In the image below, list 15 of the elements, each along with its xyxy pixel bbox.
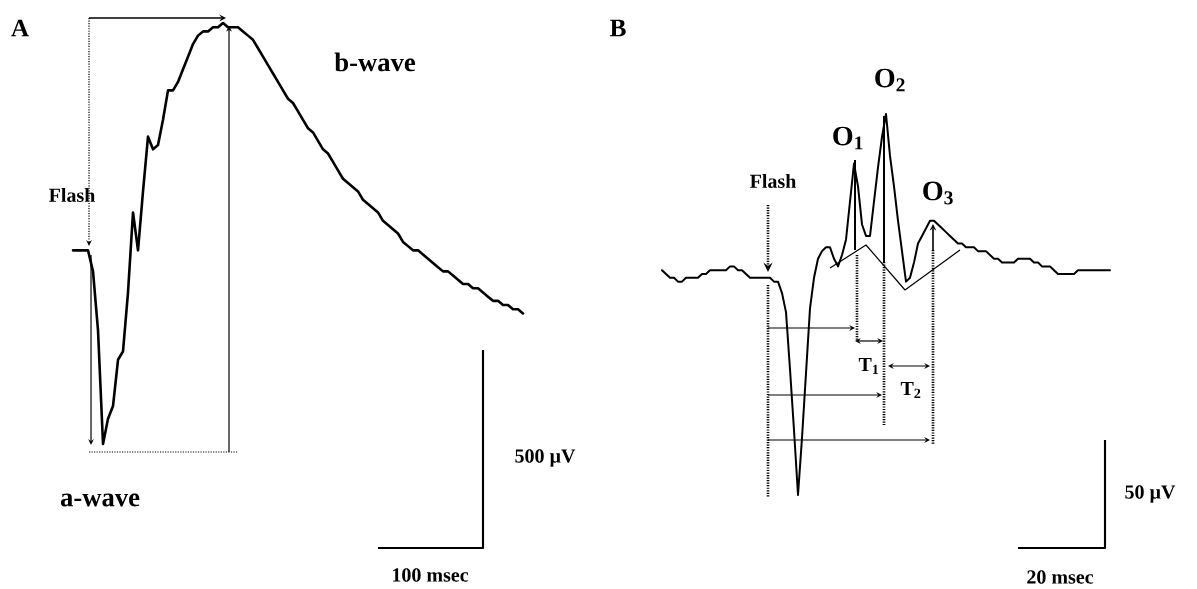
chart-title: A xyxy=(11,19,29,37)
annotation: Flash xyxy=(49,187,96,203)
text: 50 µV xyxy=(1125,485,1176,503)
text: 500 µV xyxy=(515,449,576,467)
annotation: O$_{1}$ xyxy=(833,126,863,150)
text: O$_{2}$ xyxy=(875,68,905,92)
annotation: T$_{2}$ xyxy=(900,382,921,398)
annotation: O$_{3}$ xyxy=(923,181,953,205)
annotation: T$_{1}$ xyxy=(858,358,879,374)
annotation: b-wave xyxy=(334,52,416,72)
text: 100 msec xyxy=(393,568,469,582)
annotation: Flash xyxy=(750,173,797,189)
text: 20 msec xyxy=(1027,570,1094,584)
text: a-wave xyxy=(60,493,140,507)
chart-title: B xyxy=(609,19,626,37)
